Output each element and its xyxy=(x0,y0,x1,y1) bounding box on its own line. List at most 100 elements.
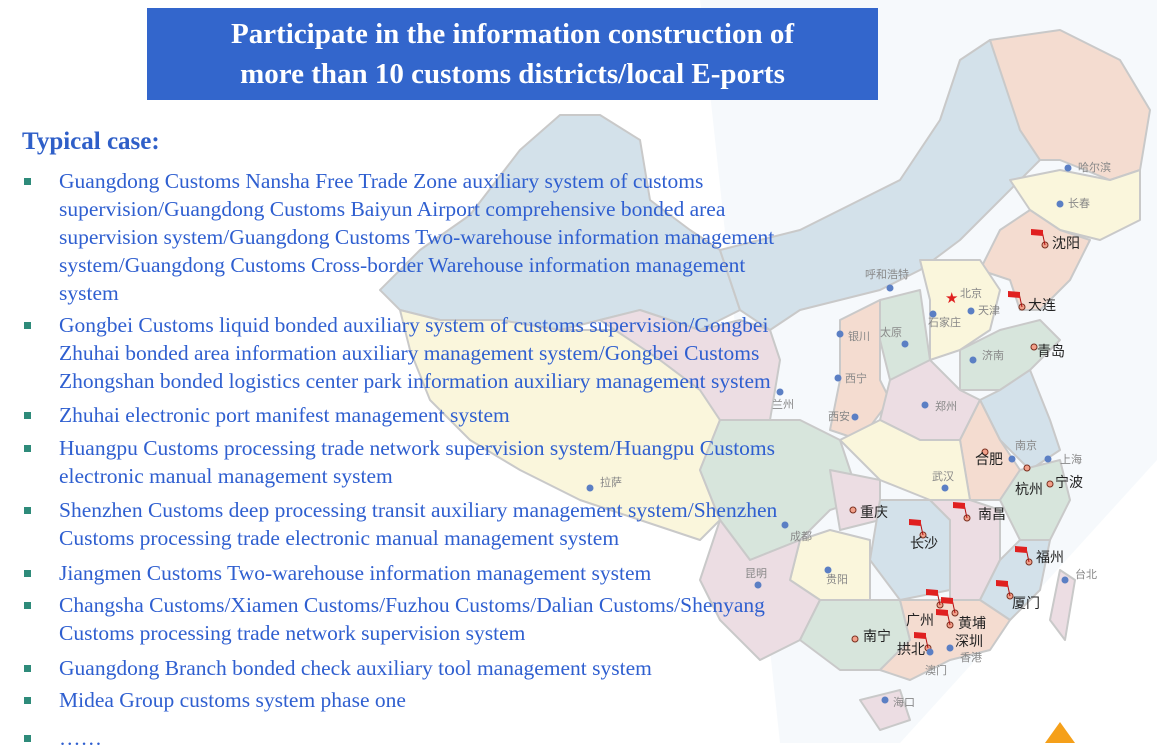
city-dot-icon xyxy=(1008,455,1016,463)
case-item-line: Zhuhai electronic port manifest manageme… xyxy=(59,403,510,427)
red-flag-icon xyxy=(953,502,968,519)
city-dot-icon xyxy=(881,696,889,704)
city-label: 兰州 xyxy=(772,398,794,411)
city-label: 呼和浩特 xyxy=(865,268,909,281)
red-flag-icon xyxy=(909,519,924,536)
city-dot-icon xyxy=(1030,343,1038,351)
city-dot-icon xyxy=(586,484,594,492)
title-line-1: Participate in the information construct… xyxy=(230,18,794,50)
city-label: 深圳 xyxy=(955,634,983,650)
city-dot-icon xyxy=(1056,200,1064,208)
city-dot-icon xyxy=(929,310,937,318)
city-dot-icon xyxy=(1046,480,1054,488)
case-item: Changsha Customs/Xiamen Customs/Fuzhou C… xyxy=(59,591,765,647)
city-label: 西宁 xyxy=(845,372,867,385)
city-label: 天津 xyxy=(978,304,1000,317)
red-flag-icon xyxy=(914,632,929,649)
case-item: Guangdong Branch bonded check auxiliary … xyxy=(59,654,652,682)
city-dot-icon xyxy=(967,307,975,315)
city-dot-icon xyxy=(776,388,784,396)
red-flag-icon xyxy=(936,609,951,626)
case-item-line: system xyxy=(59,281,119,305)
province-regions xyxy=(379,29,1151,731)
province-region xyxy=(1049,569,1076,641)
red-flag-icon xyxy=(996,580,1011,597)
province-region xyxy=(859,689,911,731)
city-dot-icon xyxy=(1061,576,1069,584)
city-label: 武汉 xyxy=(932,470,954,483)
case-item-line: supervision system/Guangdong Customs Two… xyxy=(59,225,775,249)
case-item-line: Guangdong Branch bonded check auxiliary … xyxy=(59,656,652,680)
city-dot-icon xyxy=(849,506,857,514)
case-item: Zhuhai electronic port manifest manageme… xyxy=(59,401,510,429)
case-item-line: system/Guangdong Customs Cross-border Wa… xyxy=(59,253,746,277)
city-dot-icon xyxy=(781,521,789,529)
case-item-line: Huangpu Customs processing trade network… xyxy=(59,436,776,460)
city-markers: ★ xyxy=(586,164,1072,704)
case-item-line: Shenzhen Customs deep processing transit… xyxy=(59,498,778,522)
case-item-line: Zhuhai bonded area information auxiliary… xyxy=(59,341,760,365)
bullet-icon xyxy=(24,178,31,185)
city-label: 福州 xyxy=(1036,550,1064,566)
title-line-2: more than 10 customs districts/local E-p… xyxy=(240,58,785,90)
bullet-icon xyxy=(24,570,31,577)
bullet-icon xyxy=(24,602,31,609)
case-item-line: electronic manual management system xyxy=(59,464,393,488)
city-label: 北京 xyxy=(960,287,982,300)
bullet-icon xyxy=(24,412,31,419)
city-label: 拉萨 xyxy=(600,476,622,489)
city-label: 太原 xyxy=(880,326,902,339)
city-label: 长春 xyxy=(1068,197,1090,210)
case-item-line: Gongbei Customs liquid bonded auxiliary … xyxy=(59,313,769,337)
city-label: 杭州 xyxy=(1015,482,1043,498)
city-dot-icon xyxy=(946,644,954,652)
title-banner: Participate in the information construct… xyxy=(147,8,878,100)
bullet-icon xyxy=(24,735,31,742)
city-label: 石家庄 xyxy=(928,316,961,329)
city-dot-icon xyxy=(824,566,832,574)
bullet-icon xyxy=(24,697,31,704)
city-label: 青岛 xyxy=(1037,344,1065,360)
city-label: 大连 xyxy=(1028,298,1056,314)
province-region xyxy=(919,259,1001,361)
case-item: …… xyxy=(59,724,102,752)
case-item-line: Midea Group customs system phase one xyxy=(59,688,406,712)
case-item-line: Changsha Customs/Xiamen Customs/Fuzhou C… xyxy=(59,593,765,617)
province-region xyxy=(979,209,1091,311)
case-item: Midea Group customs system phase one xyxy=(59,686,406,714)
red-flag-icon xyxy=(1015,546,1030,563)
city-label: 黄埔 xyxy=(958,616,986,632)
city-dot-icon xyxy=(834,374,842,382)
red-flag-icon xyxy=(941,597,956,614)
case-item: Gongbei Customs liquid bonded auxiliary … xyxy=(59,311,771,395)
city-label: 合肥 xyxy=(975,452,1003,468)
city-dot-icon xyxy=(851,413,859,421)
city-label: 南宁 xyxy=(863,629,891,645)
case-item-line: Guangdong Customs Nansha Free Trade Zone… xyxy=(59,169,704,193)
city-label: 贵阳 xyxy=(826,573,848,586)
city-label: 广州 xyxy=(906,613,934,629)
city-label: 香港 xyxy=(960,651,982,664)
case-item-line: Jiangmen Customs Two-warehouse informati… xyxy=(59,561,652,585)
bullet-icon xyxy=(24,322,31,329)
city-label: 南京 xyxy=(1015,439,1037,452)
city-dot-icon xyxy=(969,356,977,364)
case-item-line: …… xyxy=(59,726,102,750)
city-dot-icon xyxy=(1044,455,1052,463)
city-dot-icon xyxy=(941,484,949,492)
city-dot-icon xyxy=(901,340,909,348)
province-region xyxy=(879,599,1011,681)
city-dot-icon xyxy=(886,284,894,292)
city-dot-icon xyxy=(981,448,989,456)
city-dot-icon xyxy=(754,581,762,589)
city-label: 拱北 xyxy=(897,642,925,658)
case-item-line: Customs processing trade electronic manu… xyxy=(59,526,620,550)
province-region xyxy=(829,469,881,531)
case-item-line: supervision/Guangdong Customs Baiyun Air… xyxy=(59,197,726,221)
red-flag-icon xyxy=(1008,291,1023,308)
city-label: 南昌 xyxy=(978,507,1006,523)
city-label: 郑州 xyxy=(935,400,957,413)
red-flag-icon xyxy=(926,589,941,606)
province-region xyxy=(599,309,781,421)
